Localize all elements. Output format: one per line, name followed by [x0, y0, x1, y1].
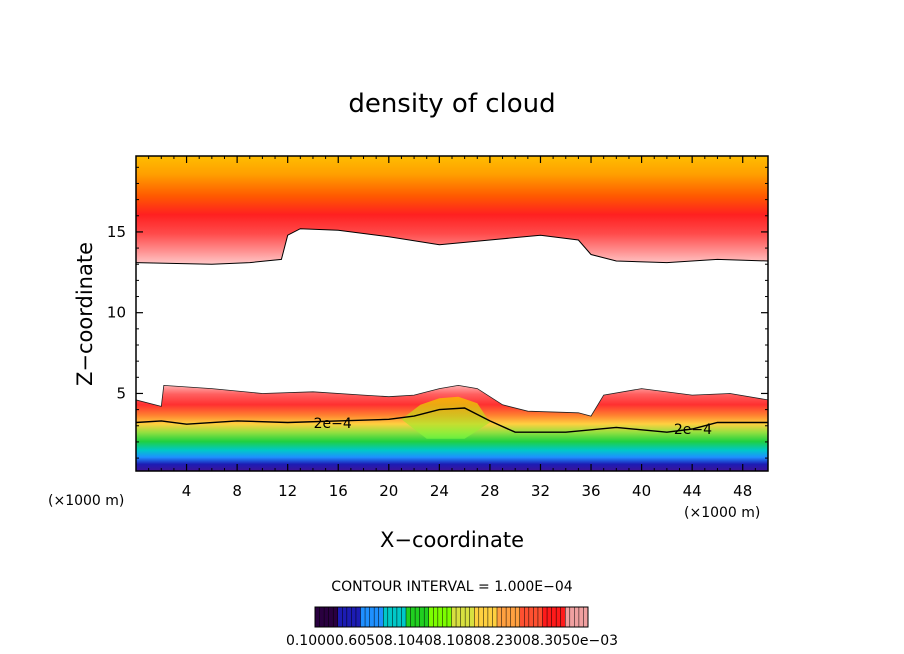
x-tick-label: 12: [278, 482, 297, 500]
colorbar-swatch: [478, 607, 484, 627]
colorbar-swatch: [428, 607, 434, 627]
colorbar-swatch: [342, 607, 348, 627]
colorbar-swatch: [487, 607, 493, 627]
colorbar-frame: [314, 606, 589, 628]
colorbar-swatch: [528, 607, 534, 627]
y-axis-label: Z−coordinate: [73, 242, 97, 386]
x-tick-label: 16: [329, 482, 348, 500]
y-tick-label: 10: [107, 304, 126, 322]
colorbar-swatch: [433, 607, 439, 627]
colorbar-swatch: [410, 607, 416, 627]
colorbar: [314, 607, 589, 627]
x-tick-label: 36: [581, 482, 600, 500]
x-tick-label: 20: [379, 482, 398, 500]
x-tick-label: 24: [430, 482, 449, 500]
colorbar-swatch: [551, 607, 557, 627]
colorbar-swatch: [451, 607, 457, 627]
x-tick-label: 40: [632, 482, 651, 500]
colorbar-swatch: [383, 607, 389, 627]
colorbar-swatch: [378, 607, 384, 627]
y-tick-label: 5: [116, 384, 126, 402]
colorbar-swatch: [583, 607, 589, 627]
colorbar-swatch: [524, 607, 530, 627]
colorbar-swatch: [319, 607, 325, 627]
colorbar-swatch: [333, 607, 339, 627]
colorbar-swatch: [360, 607, 366, 627]
x-axis-ticks: 4 8 12 16 20 24 28 32 36 40 44 48: [148, 156, 756, 500]
x-tick-label: 44: [683, 482, 702, 500]
chart-title: density of cloud: [348, 89, 555, 119]
colorbar-labels: 0.10000.60508.10408.10808.23008.3050e−03: [286, 633, 618, 649]
colorbar-swatch: [456, 607, 462, 627]
x-tick-label: 48: [733, 482, 752, 500]
lower-cloud-top-contour: [136, 384, 768, 417]
colorbar-swatch: [501, 607, 507, 627]
x-unit-right: (×1000 m): [684, 505, 760, 521]
colorbar-swatch: [424, 607, 430, 627]
upper-cloud-base-contour: [136, 228, 768, 265]
x-tick-label: 8: [232, 482, 242, 500]
colorbar-swatch: [497, 607, 503, 627]
x-tick-label: 28: [480, 482, 499, 500]
colorbar-swatch: [355, 607, 361, 627]
colorbar-swatch: [406, 607, 412, 627]
colorbar-swatch: [565, 607, 571, 627]
colorbar-swatch: [492, 607, 498, 627]
colorbar-swatch: [419, 607, 425, 627]
colorbar-swatch: [515, 607, 521, 627]
colorbar-swatch: [328, 607, 334, 627]
colorbar-swatch: [387, 607, 393, 627]
x-tick-label: 32: [531, 482, 550, 500]
colorbar-swatch: [442, 607, 448, 627]
colorbar-swatch: [374, 607, 380, 627]
colorbar-swatch: [437, 607, 443, 627]
colorbar-swatch: [324, 607, 330, 627]
colorbar-swatch: [474, 607, 480, 627]
contour-line-2e-4: [136, 407, 768, 433]
contour-interval-label: CONTOUR INTERVAL = 1.000E−04: [331, 579, 572, 595]
colorbar-swatch: [574, 607, 580, 627]
colorbar-swatch: [346, 607, 352, 627]
colorbar-swatch: [506, 607, 512, 627]
colorbar-swatch: [483, 607, 489, 627]
plot-fills: [136, 156, 768, 471]
colorbar-swatch: [415, 607, 421, 627]
colorbar-swatch: [337, 607, 343, 627]
colorbar-swatch: [446, 607, 452, 627]
colorbar-swatch: [401, 607, 407, 627]
colorbar-swatch: [351, 607, 357, 627]
convective-core-fill: [401, 396, 490, 439]
colorbar-swatch: [465, 607, 471, 627]
colorbar-swatch: [533, 607, 539, 627]
x-tick-label: 4: [182, 482, 192, 500]
x-axis-label: X−coordinate: [380, 528, 524, 552]
colorbar-swatch: [519, 607, 525, 627]
colorbar-swatch: [560, 607, 566, 627]
colorbar-swatch: [460, 607, 466, 627]
colorbar-swatch: [547, 607, 553, 627]
upper-cloud-fill: [136, 156, 768, 265]
colorbar-swatch: [556, 607, 562, 627]
colorbar-swatch: [542, 607, 548, 627]
colorbar-swatch: [469, 607, 475, 627]
contour-label-2: 2e−4: [674, 422, 712, 438]
y-tick-label: 15: [107, 223, 126, 241]
contour-label-1: 2e−4: [314, 416, 352, 432]
colorbar-swatch: [569, 607, 575, 627]
colorbar-swatch: [365, 607, 371, 627]
colorbar-swatch: [369, 607, 375, 627]
colorbar-swatch: [537, 607, 543, 627]
colorbar-swatch: [392, 607, 398, 627]
colorbar-swatch: [578, 607, 584, 627]
y-axis-ticks: 5 10 15: [107, 166, 768, 459]
colorbar-swatch: [315, 607, 321, 627]
x-unit-left: (×1000 m): [48, 493, 124, 509]
colorbar-swatch: [396, 607, 402, 627]
colorbar-swatch: [510, 607, 516, 627]
